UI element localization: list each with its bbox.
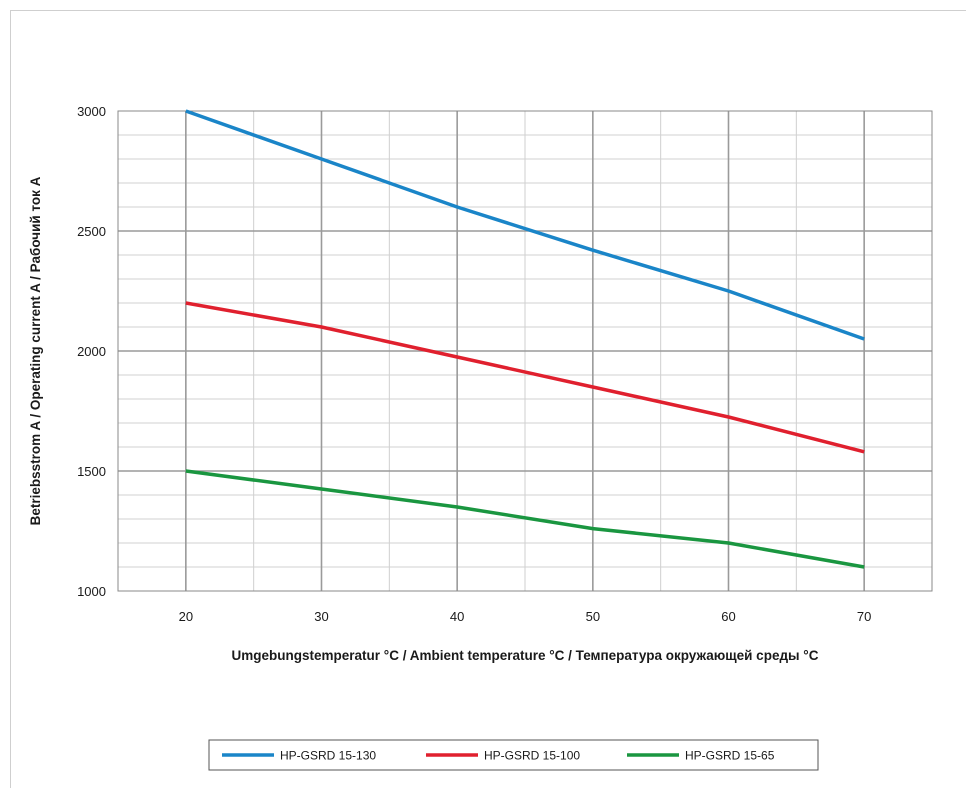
x-tick-label: 70 <box>857 609 871 624</box>
legend: HP-GSRD 15-130 HP-GSRD 15-100 HP-GSRD 15-6… <box>208 739 819 771</box>
y-axis-title: Betriebsstrom A / Operating current A / … <box>28 176 43 525</box>
legend-label: HP-GSRD 15-130 <box>280 749 376 763</box>
legend-label: HP-GSRD 15-100 <box>484 749 580 763</box>
x-tick-labels: 20 30 40 50 60 70 <box>179 609 872 624</box>
y-tick-label: 1500 <box>77 464 106 479</box>
y-tick-label: 2500 <box>77 224 106 239</box>
series-lines <box>185 109 865 569</box>
x-axis-title: Umgebungstemperatur °C / Ambient tempera… <box>232 648 819 663</box>
x-tick-label: 30 <box>314 609 328 624</box>
x-tick-label: 60 <box>721 609 735 624</box>
x-tick-label: 20 <box>179 609 193 624</box>
series-line <box>185 109 865 341</box>
x-tick-label: 50 <box>586 609 600 624</box>
major-gridlines <box>118 111 932 591</box>
series-line <box>185 469 865 569</box>
plot-border <box>117 110 933 592</box>
series-line <box>185 301 865 454</box>
y-tick-label: 1000 <box>77 584 106 599</box>
y-tick-label: 3000 <box>77 104 106 119</box>
frame-border <box>10 10 966 788</box>
legend-box <box>208 739 819 771</box>
legend-label: HP-GSRD 15-65 <box>685 749 775 763</box>
y-tick-labels: 1000 1500 2000 2500 3000 <box>77 104 106 599</box>
y-tick-label: 2000 <box>77 344 106 359</box>
x-tick-label: 40 <box>450 609 464 624</box>
